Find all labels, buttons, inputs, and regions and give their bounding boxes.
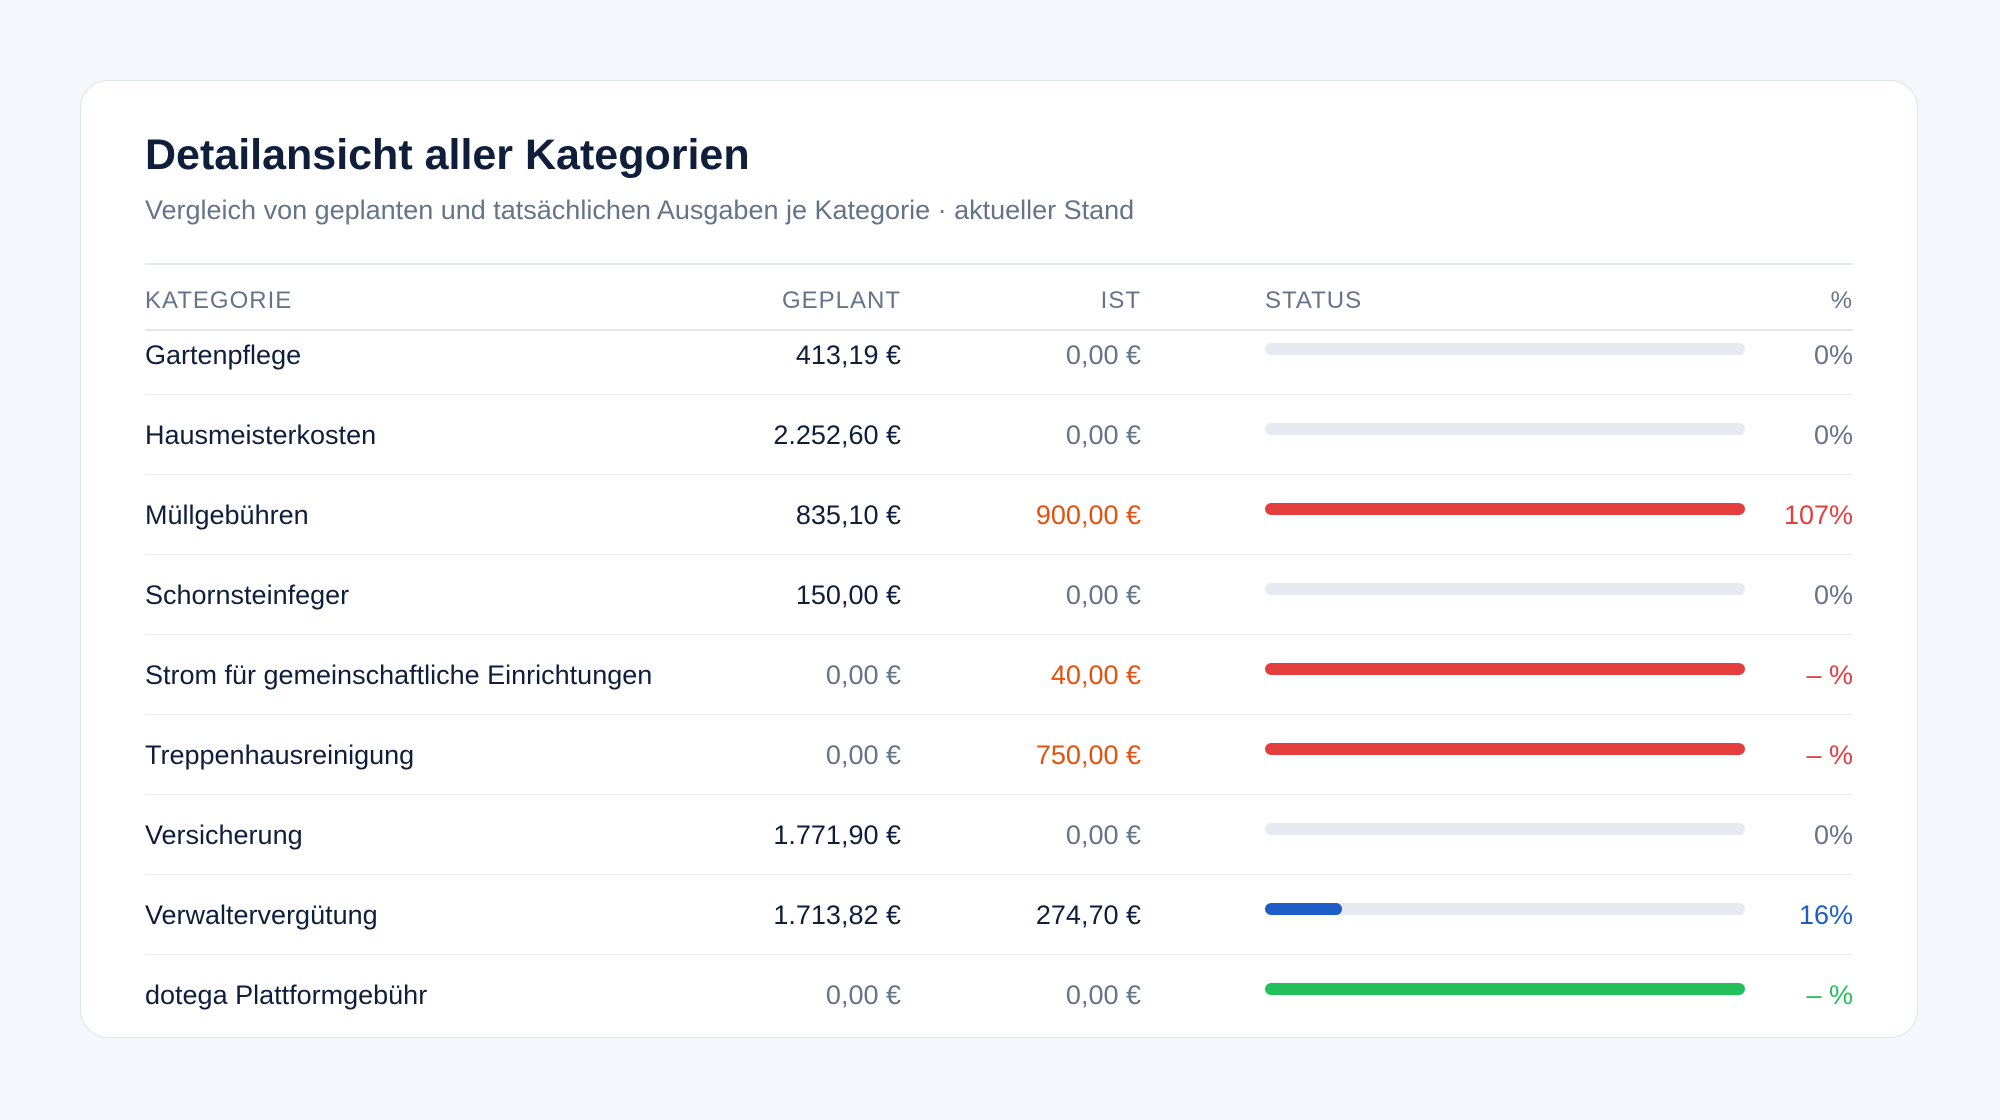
category-name: Gartenpflege (145, 340, 302, 370)
percent-value: 0% (1813, 340, 1853, 370)
status-progress-fill (1265, 983, 1745, 995)
table-row[interactable]: Verwaltervergütung 1.713,82 € 274,70 € 16% (145, 875, 1853, 955)
card-title: Detailansicht aller Kategorien (145, 131, 750, 179)
status-progress-bar (1265, 663, 1745, 675)
status-progress-bar (1265, 823, 1745, 835)
table-row[interactable]: Gartenpflege 413,19 € 0,00 € 0% (145, 331, 1853, 395)
actual-amount: 274,70 € (1035, 900, 1141, 930)
percent-value: 16% (1798, 900, 1853, 930)
header-divider (145, 263, 1853, 265)
planned-amount: 0,00 € (825, 740, 901, 770)
planned-amount: 413,19 € (795, 340, 901, 370)
status-progress-bar (1265, 743, 1745, 755)
status-progress-bar (1265, 983, 1745, 995)
table-body: Gartenpflege 413,19 €0,00 €0% Hausmeisterk… (145, 331, 1853, 1035)
status-progress-fill (1265, 503, 1745, 515)
planned-amount: 150,00 € (795, 580, 901, 610)
percent-value: 107% (1783, 500, 1853, 530)
percent-value: – % (1806, 980, 1853, 1010)
category-name: Müllgebühren (145, 500, 309, 530)
percent-value: 0% (1813, 420, 1853, 450)
planned-amount: 1.713,82 € (773, 900, 901, 930)
percent-value: – % (1806, 740, 1853, 770)
card-subtitle: Vergleich von geplanten und tatsächliche… (145, 195, 1135, 225)
status-progress-fill (1265, 743, 1745, 755)
planned-amount: 0,00 € (825, 980, 901, 1010)
category-name: Treppenhausreinigung (145, 740, 415, 770)
planned-amount: 835,10 € (795, 500, 901, 530)
planned-amount: 0,00 € (825, 660, 901, 690)
actual-amount: 0,00 € (1065, 340, 1141, 370)
table-row[interactable]: Treppenhausreinigung 0,00 € 750,00 € – % (145, 715, 1853, 795)
column-header-category[interactable]: KATEGORIE (145, 287, 293, 314)
status-progress-bar (1265, 903, 1745, 915)
actual-amount: 900,00 € (1035, 500, 1141, 530)
column-header-status[interactable]: STATUS (1265, 287, 1363, 314)
status-progress-bar (1265, 503, 1745, 515)
table-row[interactable]: Versicherung 1.771,90 € 0,00 € 0% (145, 795, 1853, 875)
category-name: Verwaltervergütung (145, 900, 378, 930)
actual-amount: 0,00 € (1065, 820, 1141, 850)
category-detail-card: Detailansicht aller Kategorien Vergleich… (80, 80, 1918, 1038)
status-progress-bar (1265, 583, 1745, 595)
status-progress-fill (1265, 663, 1745, 675)
table-row[interactable]: Müllgebühren 835,10 € 900,00 € 107% (145, 475, 1853, 555)
status-progress-bar (1265, 343, 1745, 355)
table-row[interactable]: Strom für gemeinschaftliche Einrichtunge… (145, 635, 1853, 715)
percent-value: – % (1806, 660, 1853, 690)
category-name: Versicherung (145, 820, 303, 850)
table-row[interactable]: Schornsteinfeger 150,00 € 0,00 € 0% (145, 555, 1853, 635)
actual-amount: 0,00 € (1065, 580, 1141, 610)
actual-amount: 0,00 € (1065, 420, 1141, 450)
category-name: dotega Plattformgebühr (145, 980, 428, 1010)
actual-amount: 0,00 € (1065, 980, 1141, 1010)
percent-value: 0% (1813, 820, 1853, 850)
actual-amount: 750,00 € (1035, 740, 1141, 770)
percent-value: 0% (1813, 580, 1853, 610)
column-header-actual[interactable]: IST (1100, 287, 1141, 314)
column-header-percent[interactable]: % (1830, 287, 1853, 314)
table-header: KATEGORIE GEPLANT IST STATUS % (145, 265, 1853, 331)
status-progress-fill (1265, 903, 1342, 915)
planned-amount: 1.771,90 € (773, 820, 901, 850)
status-progress-bar (1265, 423, 1745, 435)
table-row[interactable]: Hausmeisterkosten 2.252,60 € 0,00 € 0% (145, 395, 1853, 475)
category-name: Schornsteinfeger (145, 580, 350, 610)
table-row[interactable]: dotega Plattformgebühr 0,00 € 0,00 € – % (145, 955, 1853, 1035)
category-name: Strom für gemeinschaftliche Einrichtunge… (145, 660, 653, 690)
actual-amount: 40,00 € (1050, 660, 1141, 690)
category-name: Hausmeisterkosten (145, 420, 377, 450)
planned-amount: 2.252,60 € (773, 420, 901, 450)
column-header-planned[interactable]: GEPLANT (781, 287, 901, 314)
